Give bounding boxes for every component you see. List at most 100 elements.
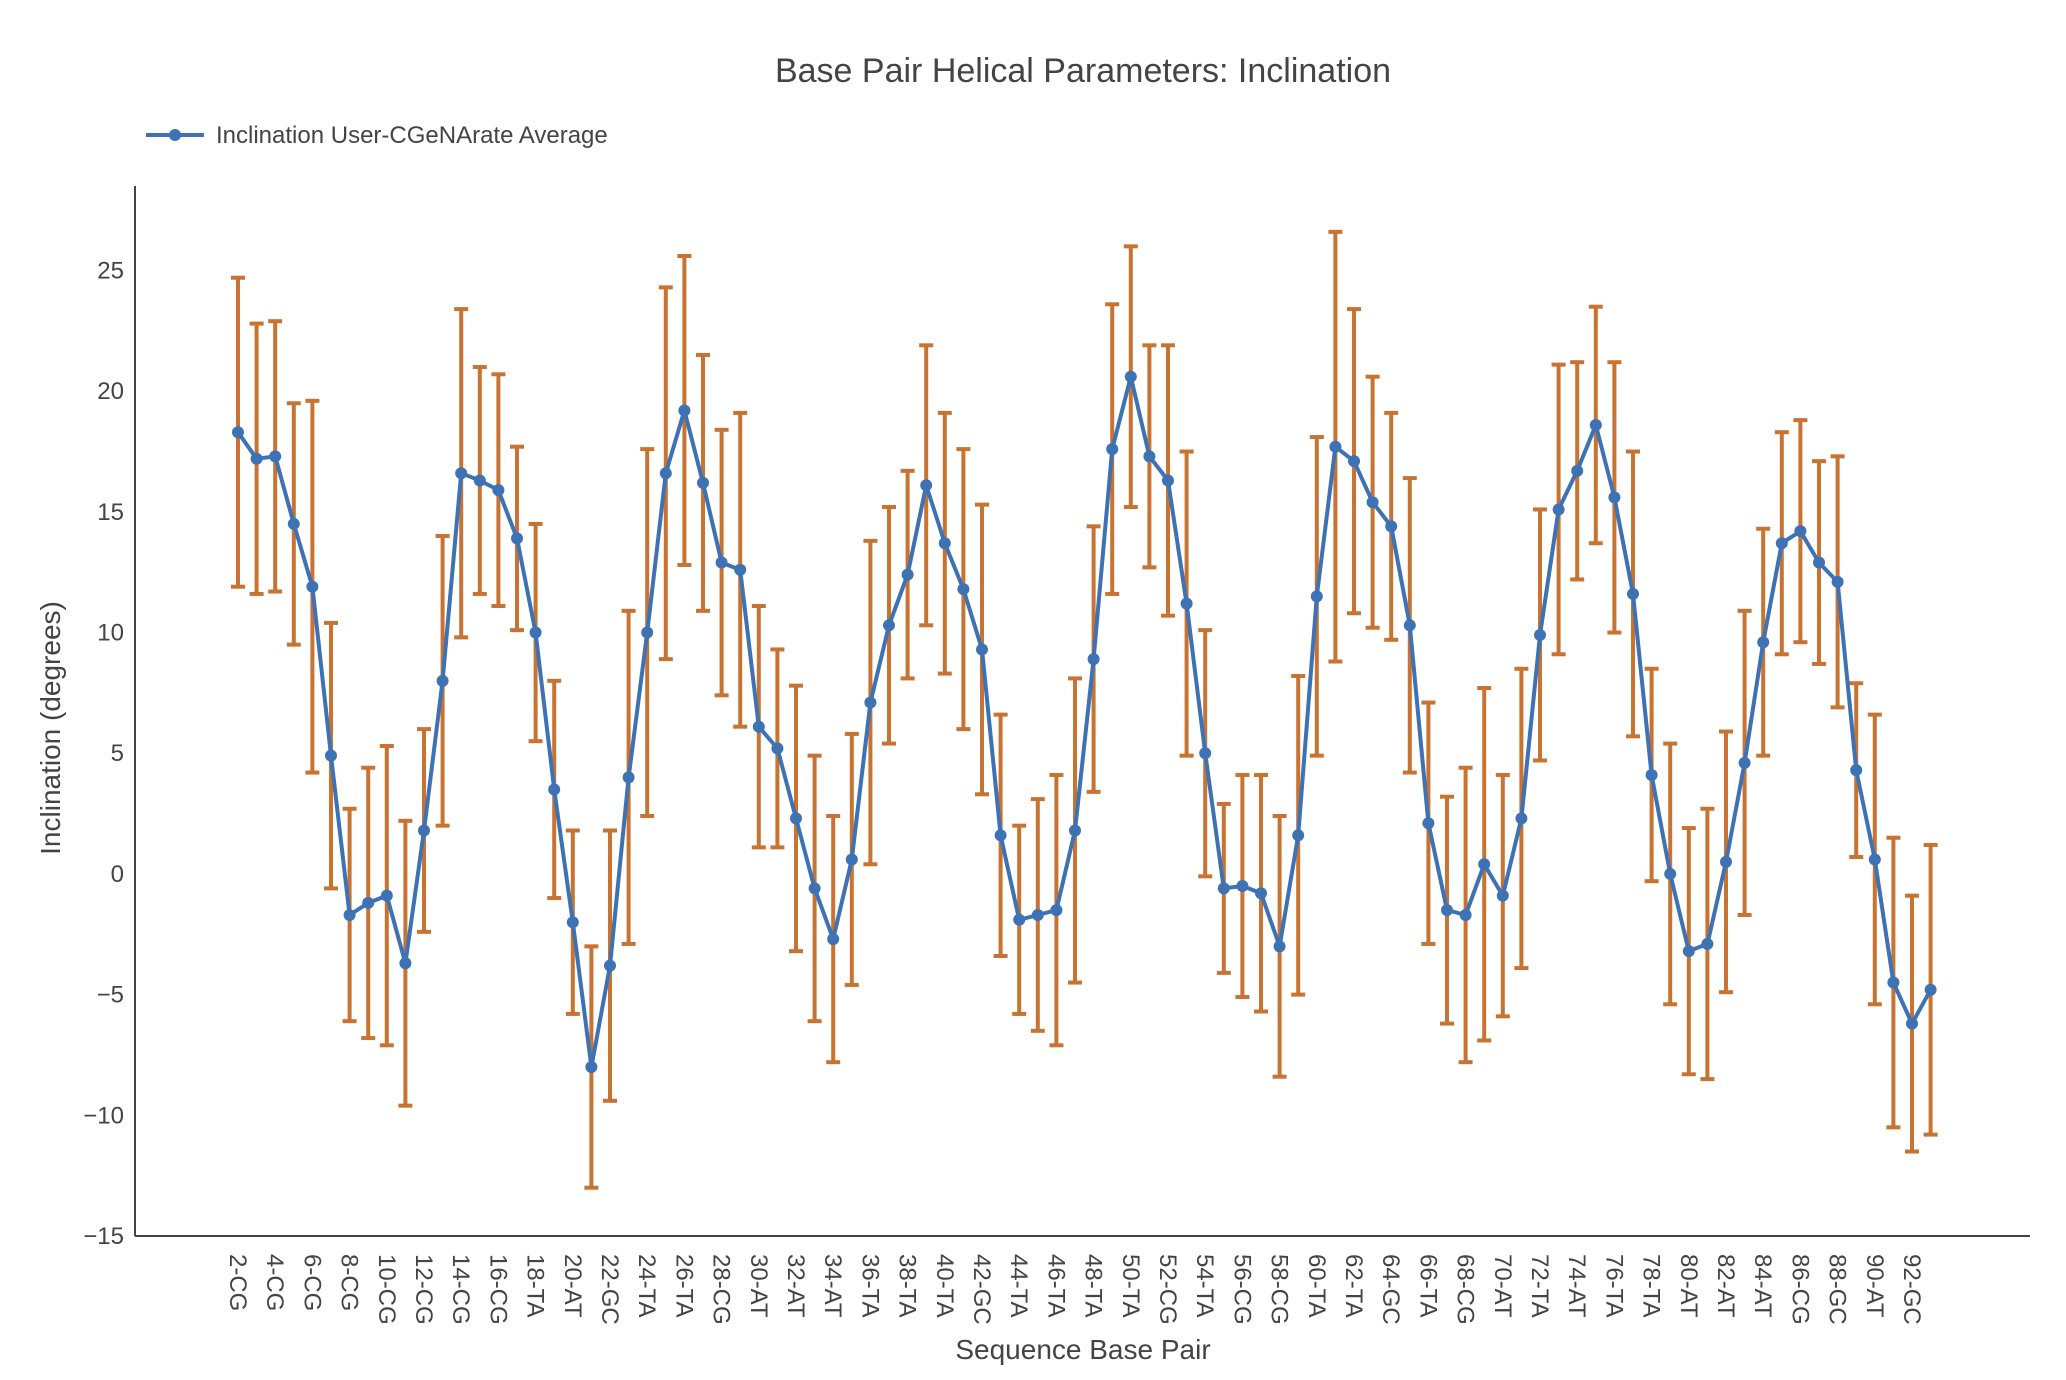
data-point[interactable] <box>1831 575 1844 588</box>
data-point[interactable] <box>473 474 486 487</box>
data-point[interactable] <box>1589 418 1602 431</box>
data-point[interactable] <box>1775 537 1788 550</box>
data-point[interactable] <box>1403 619 1416 632</box>
data-point[interactable] <box>1571 464 1584 477</box>
data-point[interactable] <box>1459 908 1472 921</box>
data-point[interactable] <box>957 583 970 596</box>
data-point[interactable] <box>1794 525 1807 538</box>
data-point[interactable] <box>1143 450 1156 463</box>
data-point[interactable] <box>1496 889 1509 902</box>
data-point[interactable] <box>1682 945 1695 958</box>
legend[interactable]: Inclination User-CGeNArate Average <box>146 122 608 149</box>
data-point[interactable] <box>1385 520 1398 533</box>
data-point[interactable] <box>771 742 784 755</box>
data-point[interactable] <box>641 626 654 639</box>
data-point[interactable] <box>492 484 505 497</box>
data-point[interactable] <box>1757 636 1770 649</box>
data-point[interactable] <box>1366 496 1379 509</box>
data-point[interactable] <box>864 696 877 709</box>
data-point[interactable] <box>232 426 244 439</box>
data-point[interactable] <box>1050 904 1063 917</box>
x-tick-label: 74-AT <box>1563 1254 1590 1318</box>
data-point[interactable] <box>1199 747 1212 760</box>
data-point[interactable] <box>362 896 375 909</box>
data-point[interactable] <box>697 476 709 489</box>
data-point[interactable] <box>827 933 840 946</box>
data-point[interactable] <box>1627 587 1639 600</box>
data-point[interactable] <box>976 643 988 656</box>
legend-marker-swatch <box>169 129 181 141</box>
data-point[interactable] <box>920 479 933 492</box>
data-point[interactable] <box>622 771 635 784</box>
data-point[interactable] <box>399 957 412 970</box>
data-point[interactable] <box>529 626 542 639</box>
data-point[interactable] <box>287 517 300 530</box>
data-point[interactable] <box>1720 855 1732 868</box>
data-point[interactable] <box>1069 824 1081 837</box>
data-point[interactable] <box>1236 880 1249 892</box>
data-point[interactable] <box>585 1061 598 1074</box>
data-point[interactable] <box>1422 817 1435 830</box>
data-point[interactable] <box>790 812 802 825</box>
data-point[interactable] <box>325 749 337 762</box>
x-tick-label: 38-TA <box>894 1254 921 1318</box>
data-point[interactable] <box>1608 491 1621 504</box>
data-point[interactable] <box>1701 937 1714 950</box>
data-point[interactable] <box>1180 597 1193 610</box>
data-point[interactable] <box>1552 503 1565 516</box>
data-point[interactable] <box>380 889 393 902</box>
data-point[interactable] <box>1924 983 1937 996</box>
data-point[interactable] <box>678 404 691 417</box>
data-point[interactable] <box>994 829 1007 842</box>
data-point[interactable] <box>343 908 356 921</box>
data-point[interactable] <box>269 450 282 463</box>
data-point[interactable] <box>1906 1017 1918 1030</box>
data-point[interactable] <box>1106 443 1119 456</box>
data-point[interactable] <box>1478 858 1491 871</box>
data-point[interactable] <box>883 619 895 632</box>
data-point[interactable] <box>938 537 951 550</box>
data-point[interactable] <box>659 467 672 480</box>
data-point[interactable] <box>1217 882 1230 895</box>
data-point[interactable] <box>845 853 858 866</box>
y-tick-label: 25 <box>97 257 124 284</box>
data-point[interactable] <box>1255 887 1267 900</box>
data-point[interactable] <box>1813 556 1825 569</box>
data-point[interactable] <box>1013 913 1026 926</box>
data-point[interactable] <box>752 720 765 733</box>
data-point[interactable] <box>418 824 430 837</box>
data-point[interactable] <box>1292 829 1305 842</box>
data-point[interactable] <box>604 959 616 972</box>
data-point[interactable] <box>901 568 914 581</box>
data-point[interactable] <box>1441 904 1453 917</box>
data-point[interactable] <box>548 783 561 796</box>
data-point[interactable] <box>715 556 728 569</box>
data-point[interactable] <box>455 467 468 480</box>
data-point[interactable] <box>1534 628 1546 641</box>
data-point[interactable] <box>1868 853 1881 866</box>
data-point[interactable] <box>1329 440 1342 453</box>
data-point[interactable] <box>566 916 579 929</box>
data-point[interactable] <box>1273 940 1286 953</box>
data-point[interactable] <box>306 580 319 593</box>
data-point[interactable] <box>734 563 747 576</box>
data-point[interactable] <box>511 532 523 545</box>
data-point[interactable] <box>1348 455 1360 468</box>
data-point[interactable] <box>1664 867 1677 880</box>
data-point[interactable] <box>436 674 449 687</box>
data-point[interactable] <box>1515 812 1528 825</box>
data-point[interactable] <box>1738 756 1751 769</box>
data-point[interactable] <box>250 452 263 465</box>
data-point[interactable] <box>1850 764 1863 777</box>
data-point[interactable] <box>1310 590 1323 603</box>
x-tick-label: 70-AT <box>1489 1254 1516 1318</box>
data-point[interactable] <box>1124 370 1137 383</box>
data-point[interactable] <box>1645 768 1658 781</box>
data-point[interactable] <box>1887 976 1900 989</box>
data-point[interactable] <box>808 882 821 895</box>
data-point[interactable] <box>1087 653 1100 666</box>
data-point[interactable] <box>1162 474 1174 487</box>
data-point[interactable] <box>1031 908 1044 921</box>
x-tick-label: 66-TA <box>1414 1254 1441 1318</box>
x-tick-label: 92-GC <box>1898 1254 1925 1325</box>
